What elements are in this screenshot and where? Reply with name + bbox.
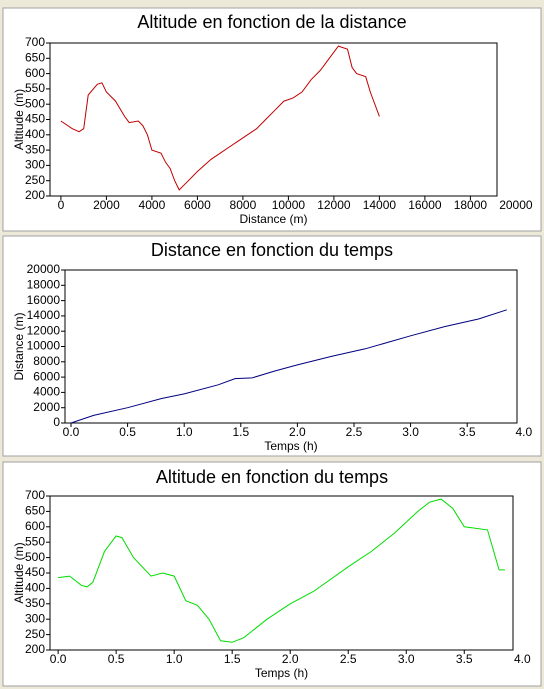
y-tick-label: 300 bbox=[25, 158, 45, 172]
y-tick-label: 450 bbox=[25, 565, 45, 579]
y-tick-label: 14000 bbox=[27, 308, 61, 322]
chart-title: Altitude en fonction du temps bbox=[156, 467, 388, 487]
x-axis-label: Temps (h) bbox=[264, 439, 317, 453]
y-tick-label: 20000 bbox=[27, 262, 61, 276]
y-tick-label: 500 bbox=[25, 550, 45, 564]
data-line bbox=[70, 309, 507, 424]
x-tick-label: 0 bbox=[58, 198, 65, 212]
x-tick-label: 18000 bbox=[454, 198, 488, 212]
x-axis-label: Distance (m) bbox=[239, 212, 307, 226]
chart-title: Distance en fonction du temps bbox=[151, 240, 393, 260]
y-tick-label: 250 bbox=[25, 173, 45, 187]
x-tick-label: 12000 bbox=[317, 198, 351, 212]
x-tick-label: 0.5 bbox=[119, 425, 136, 439]
x-tick-label: 2000 bbox=[93, 198, 120, 212]
x-tick-label: 6000 bbox=[184, 198, 211, 212]
x-tick-label: 4.0 bbox=[514, 652, 531, 666]
x-tick-label: 1.5 bbox=[224, 652, 241, 666]
y-tick-label: 550 bbox=[25, 81, 45, 95]
y-tick-label: 350 bbox=[25, 142, 45, 156]
y-tick-label: 500 bbox=[25, 96, 45, 110]
data-line bbox=[60, 45, 380, 191]
y-tick-label: 10000 bbox=[27, 339, 61, 353]
x-tick-label: 20000 bbox=[499, 198, 533, 212]
x-tick-label: 3.0 bbox=[402, 425, 419, 439]
y-tick-label: 0 bbox=[53, 415, 60, 429]
y-tick-label: 600 bbox=[25, 519, 45, 533]
x-tick-label: 2.0 bbox=[282, 652, 299, 666]
data-line bbox=[58, 498, 505, 643]
x-tick-label: 3.5 bbox=[459, 425, 476, 439]
x-axis-label: Temps (h) bbox=[255, 666, 308, 680]
plot-frame bbox=[49, 495, 514, 651]
y-tick-label: 250 bbox=[25, 627, 45, 641]
x-tick-label: 4.0 bbox=[515, 425, 532, 439]
y-tick-label: 400 bbox=[25, 581, 45, 595]
y-tick-label: 550 bbox=[25, 534, 45, 548]
y-tick-label: 700 bbox=[25, 488, 45, 502]
y-tick-label: 200 bbox=[25, 188, 45, 202]
y-tick-label: 200 bbox=[25, 642, 45, 656]
x-tick-label: 0.5 bbox=[108, 652, 125, 666]
y-tick-label: 350 bbox=[25, 596, 45, 610]
y-axis-label: Altitude (m) bbox=[12, 542, 26, 603]
y-tick-label: 700 bbox=[25, 35, 45, 49]
y-tick-label: 6000 bbox=[33, 369, 60, 383]
menu-bar bbox=[0, 0, 544, 5]
x-tick-label: 2.0 bbox=[289, 425, 306, 439]
x-tick-label: 14000 bbox=[363, 198, 397, 212]
x-tick-label: 3.5 bbox=[456, 652, 473, 666]
x-tick-label: 1.0 bbox=[176, 425, 193, 439]
plot-frame bbox=[49, 42, 498, 197]
y-tick-label: 450 bbox=[25, 112, 45, 126]
y-axis-label: Distance (m) bbox=[12, 312, 26, 380]
y-tick-label: 8000 bbox=[33, 354, 60, 368]
chart-title: Altitude en fonction de la distance bbox=[137, 12, 406, 32]
x-tick-label: 2.5 bbox=[346, 425, 363, 439]
x-tick-label: 0.0 bbox=[63, 425, 80, 439]
y-tick-label: 18000 bbox=[27, 277, 61, 291]
x-tick-label: 10000 bbox=[272, 198, 306, 212]
plot-frame bbox=[64, 269, 518, 424]
y-tick-label: 600 bbox=[25, 66, 45, 80]
y-tick-label: 300 bbox=[25, 611, 45, 625]
y-tick-label: 16000 bbox=[27, 293, 61, 307]
x-tick-label: 4000 bbox=[139, 198, 166, 212]
y-tick-label: 650 bbox=[25, 50, 45, 64]
y-axis-label: Altitude (m) bbox=[12, 89, 26, 150]
y-tick-label: 4000 bbox=[33, 385, 60, 399]
x-tick-label: 16000 bbox=[408, 198, 442, 212]
x-tick-label: 3.0 bbox=[398, 652, 415, 666]
x-tick-label: 0.0 bbox=[50, 652, 67, 666]
x-tick-label: 1.5 bbox=[232, 425, 249, 439]
x-tick-label: 1.0 bbox=[166, 652, 183, 666]
y-tick-label: 400 bbox=[25, 127, 45, 141]
y-tick-label: 650 bbox=[25, 504, 45, 518]
y-tick-label: 12000 bbox=[27, 323, 61, 337]
x-tick-label: 8000 bbox=[230, 198, 257, 212]
y-tick-label: 2000 bbox=[33, 400, 60, 414]
x-tick-label: 2.5 bbox=[340, 652, 357, 666]
